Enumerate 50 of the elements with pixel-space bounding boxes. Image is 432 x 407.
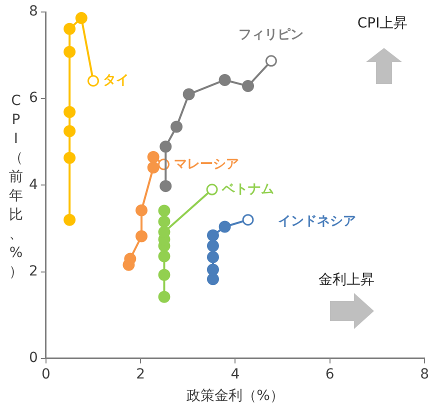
y-tick-label: 0 [28,350,38,366]
annotation: CPI上昇 [357,16,408,32]
point [147,161,160,174]
y-tick-label: 8 [28,4,38,20]
point [158,216,170,228]
point [147,151,160,164]
point [170,120,183,133]
point [136,204,148,216]
point [75,12,88,24]
point [64,22,76,35]
text: CPI（前年比、%） [9,93,23,280]
point [242,80,254,92]
point [158,204,170,217]
point [206,240,219,252]
point [206,264,219,276]
annotation: 金利上昇 [318,272,375,288]
point [242,214,254,226]
point [182,88,195,100]
series-label: フィリピン [238,27,304,42]
point [206,184,218,196]
point [64,125,76,138]
point [265,55,277,67]
x-tick-label: 8 [420,366,430,382]
point [206,229,219,242]
x-tick-label: 0 [41,366,50,382]
series-label: ベトナム [221,182,274,197]
point [136,230,148,242]
series-label: マレーシア [174,156,239,172]
point [158,250,170,262]
point [206,251,219,264]
y-tick-label: 6 [28,90,38,106]
x-tick-label: 6 [325,366,334,382]
point [218,74,231,86]
point [64,46,76,58]
point [158,268,170,281]
series-label: インドネシア [278,214,356,230]
point [218,220,231,233]
point [64,152,76,164]
point [160,140,172,153]
point [64,106,76,118]
x-axis-title: 政策金利（%） [186,388,284,404]
point [158,290,170,303]
point [64,214,76,226]
series-label: タイ [103,73,130,88]
x-tick-label: 2 [136,366,146,382]
point [160,180,172,192]
y-tick-label: 2 [28,263,38,280]
x-tick-label: 4 [230,366,240,382]
y-tick-label: 4 [28,176,38,193]
point [87,75,99,87]
